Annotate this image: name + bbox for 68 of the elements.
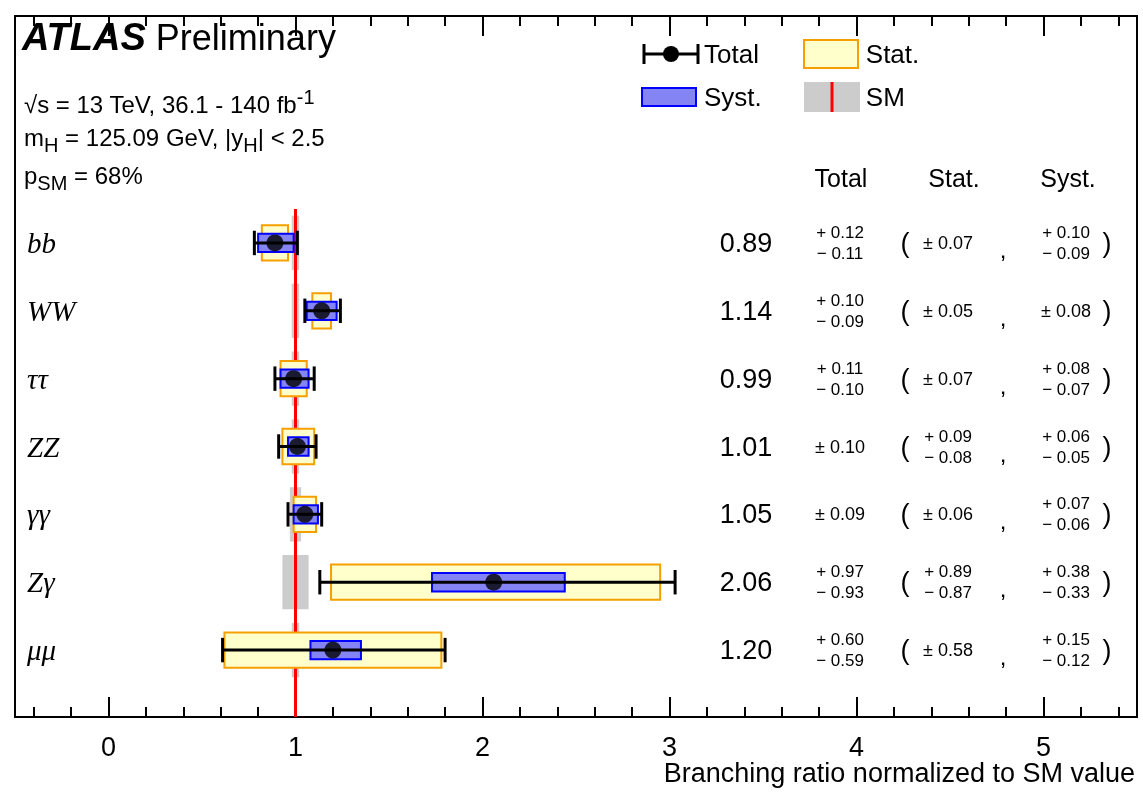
annotation: (: [900, 295, 910, 326]
annotation: ): [1102, 498, 1112, 529]
text: Stat.: [928, 163, 980, 193]
annotation: ± 0.05: [923, 300, 973, 322]
annotation: ,: [999, 303, 1007, 331]
annotation: + 0.10 − 0.09: [816, 289, 864, 332]
annotation: ± 0.07: [923, 368, 973, 390]
annotation: (: [900, 498, 910, 529]
annotation: ): [1102, 363, 1112, 394]
annotation: 1.01: [719, 431, 773, 461]
x-tick-label: 1: [287, 731, 304, 762]
annotation: (: [900, 634, 910, 665]
y-tick-label: Zγ: [27, 566, 57, 599]
annotation: (: [900, 363, 910, 394]
y-tick-label: ZZ: [27, 430, 61, 463]
y-tick-label: ττ: [27, 362, 50, 395]
annotation: + 0.08 − 0.07: [1042, 357, 1090, 400]
annotation: + 0.12 − 0.11: [816, 221, 864, 264]
annotation: 0.99: [719, 363, 773, 394]
annotation: + 0.97 − 0.93: [816, 561, 864, 604]
annotation: ,: [999, 506, 1007, 534]
annotation: ± 0.08: [1041, 300, 1091, 322]
text: √s = 13 TeV, 36.1 - 140 fb$^{-1}$ m$_{H}$ = 125.09 GeV, |y$_{H}$| < 2.5 p$_{SM}$ = 68%: [24, 86, 325, 194]
text: Syst.: [1040, 163, 1096, 193]
legend-label: Total: [704, 38, 759, 70]
annotation: ): [1102, 295, 1112, 326]
y-tick-label: γγ: [27, 498, 52, 531]
legend-label: Syst.: [704, 81, 762, 113]
y-tick-label: WW: [27, 294, 79, 327]
y-tick-label: bb: [27, 226, 56, 259]
annotation: (: [900, 431, 910, 461]
annotation: 1.05: [719, 498, 773, 529]
annotation: ,: [999, 371, 1007, 399]
legend-label: SM: [865, 81, 905, 113]
legend-label: Stat.: [865, 38, 920, 70]
text: Total: [814, 163, 868, 193]
annotation: (: [900, 566, 910, 597]
annotation: ): [1102, 431, 1112, 461]
annotation: 0.89: [719, 227, 773, 258]
annotation: 2.06: [719, 566, 773, 597]
annotation: ± 0.09: [815, 503, 865, 525]
annotation: + 0.38 − 0.33: [1042, 561, 1090, 604]
annotation: + 0.89 − 0.87: [924, 561, 972, 604]
annotation: 1.20: [719, 634, 773, 665]
chart-title: ATLAS Preliminary: [22, 16, 336, 59]
annotation: + 0.11 − 0.10: [816, 357, 864, 400]
annotation: ,: [999, 642, 1007, 670]
annotation: ,: [999, 439, 1007, 466]
annotation: + 0.06 − 0.05: [1042, 425, 1090, 468]
annotation: ,: [999, 574, 1007, 602]
annotation: ± 0.06: [923, 503, 973, 525]
annotation: + 0.10 − 0.09: [1042, 221, 1090, 264]
annotation: ± 0.07: [923, 232, 973, 254]
annotation: ): [1102, 227, 1112, 258]
annotation: ,: [999, 235, 1007, 263]
y-tick-label: μμ: [26, 634, 57, 667]
annotation: 1.14: [719, 295, 773, 326]
annotation: ): [1102, 566, 1112, 597]
annotation: + 0.09 − 0.08: [924, 425, 972, 468]
annotation: ± 0.58: [923, 639, 973, 661]
annotation: + 0.07 − 0.06: [1042, 493, 1090, 536]
x-tick-label: 2: [474, 731, 491, 762]
annotation: ): [1102, 634, 1112, 665]
annotation: (: [900, 227, 910, 258]
annotation: ± 0.10: [815, 436, 865, 457]
annotation: + 0.15 − 0.12: [1042, 629, 1090, 672]
x-tick-label: 0: [100, 731, 117, 762]
annotation: + 0.60 − 0.59: [816, 629, 864, 672]
